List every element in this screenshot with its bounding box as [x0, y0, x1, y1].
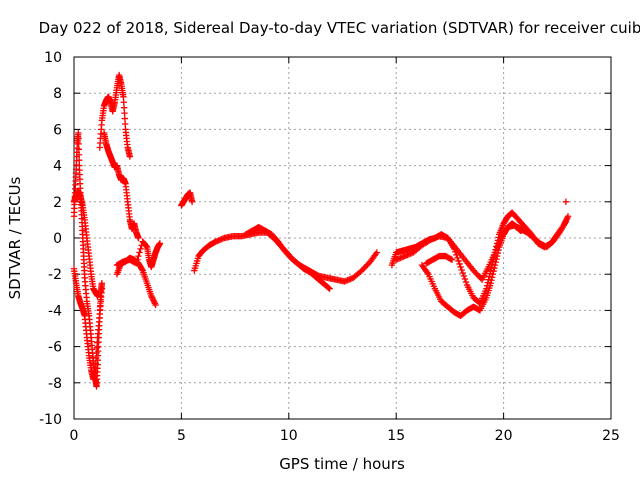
data-point	[488, 277, 495, 284]
data-point	[138, 266, 146, 273]
data-point	[98, 280, 106, 287]
data-point	[461, 275, 469, 283]
data-point	[75, 135, 82, 142]
data-point	[137, 245, 144, 253]
series-arc-m	[418, 220, 529, 320]
series-arc-j	[242, 223, 333, 292]
data-point	[156, 240, 164, 247]
series-arc-d	[96, 71, 134, 160]
data-point	[460, 272, 468, 280]
data-point	[493, 255, 500, 263]
data-point	[454, 254, 461, 262]
data-point	[94, 292, 101, 300]
data-point	[75, 156, 83, 164]
data-point	[135, 234, 142, 242]
data-point	[188, 198, 196, 205]
data-point	[135, 252, 142, 260]
x-tick-label: 0	[70, 428, 79, 444]
y-axis-title: SDTVAR / TECUs	[6, 176, 24, 299]
data-point	[490, 267, 497, 275]
x-tick-label: 15	[387, 428, 405, 444]
data-point	[325, 284, 332, 291]
y-tick-label: 10	[44, 50, 62, 66]
data-point	[456, 260, 463, 268]
data-point	[121, 115, 129, 122]
data-point	[326, 285, 333, 292]
data-point	[459, 269, 466, 277]
data-point	[564, 213, 572, 220]
chart-title: Day 022 of 2018, Sidereal Day-to-day VTE…	[39, 19, 640, 37]
data-point	[133, 260, 140, 267]
series-arc-k	[388, 209, 572, 307]
data-point	[491, 261, 499, 269]
data-point	[488, 274, 496, 281]
data-point	[75, 151, 83, 158]
series-arc-g	[113, 238, 164, 271]
data-point	[136, 249, 143, 256]
x-tick-label: 20	[495, 428, 513, 444]
data-point	[121, 109, 128, 117]
data-point	[121, 120, 129, 128]
data-point	[120, 93, 127, 101]
data-point	[495, 246, 502, 254]
x-tick-label: 5	[177, 428, 186, 444]
series-arc-l	[393, 218, 570, 283]
data-point	[562, 218, 570, 225]
data-point	[75, 146, 83, 153]
x-tick-label: 25	[602, 428, 620, 444]
series-arc-h	[178, 189, 196, 209]
series-arc-n	[423, 252, 456, 267]
data-point	[521, 225, 529, 233]
data-point	[143, 242, 150, 250]
data-point	[75, 140, 82, 148]
series-arc-o	[562, 198, 570, 205]
y-tick-label: -4	[48, 303, 62, 319]
y-tick-label: -6	[48, 340, 62, 356]
data-point	[120, 99, 127, 106]
data-point	[455, 257, 462, 265]
data-point	[126, 153, 134, 160]
data-point	[152, 301, 159, 309]
data-point	[120, 104, 128, 111]
data-point	[98, 285, 106, 292]
y-tick-label: 8	[53, 86, 62, 102]
series-arc-b	[70, 265, 106, 383]
x-tick-label: 10	[280, 428, 298, 444]
data-point	[457, 263, 464, 271]
data-point	[562, 198, 570, 205]
series-arc-e	[100, 129, 142, 242]
y-tick-label: 0	[53, 231, 62, 247]
data-point	[491, 264, 498, 272]
data-point	[492, 258, 499, 266]
y-tick-label: 4	[53, 159, 62, 175]
data-point	[458, 266, 465, 274]
data-point	[489, 271, 497, 278]
data-point	[448, 256, 456, 263]
series-arc-c	[70, 187, 101, 300]
axis-ticks: 0 5 10 15 20 25 -10 -8 -6 -4 -2 0 2 4 6 8 10	[39, 50, 620, 444]
data-point	[494, 249, 502, 257]
data-point	[462, 278, 470, 286]
y-tick-label: 6	[53, 122, 62, 138]
data-point	[493, 252, 501, 260]
data-point	[134, 256, 141, 263]
y-tick-label: -10	[39, 412, 62, 428]
x-axis-title: GPS time / hours	[279, 455, 405, 473]
y-tick-label: -8	[48, 376, 62, 392]
data-points	[70, 71, 572, 390]
data-point	[487, 280, 494, 287]
y-tick-label: 2	[53, 195, 62, 211]
y-tick-label: -2	[48, 267, 62, 283]
data-point	[75, 129, 82, 137]
data-point	[373, 249, 381, 256]
